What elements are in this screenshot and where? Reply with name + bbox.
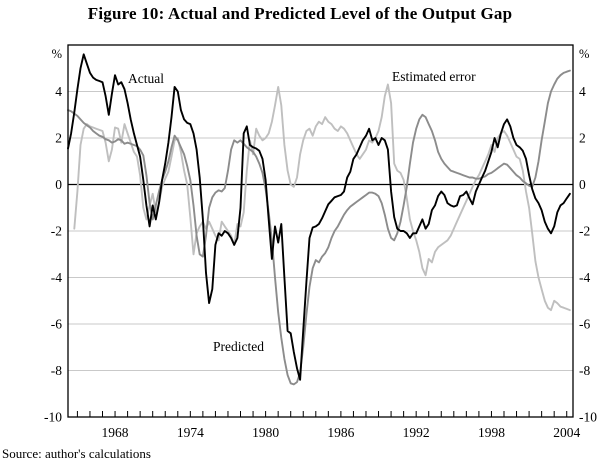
x-tick-label: 1968 xyxy=(102,425,129,440)
figure-title: Figure 10: Actual and Predicted Level of… xyxy=(87,4,513,23)
y-tick-label-left: 0 xyxy=(55,177,62,192)
source-note: Source: author's calculations xyxy=(2,446,151,461)
series-label-actual: Actual xyxy=(128,71,164,86)
unit-label-left: % xyxy=(52,47,62,61)
series-line-predicted xyxy=(67,69,571,386)
x-tick-label: 1986 xyxy=(327,425,354,440)
series-label-estimated_error: Estimated error xyxy=(392,69,476,84)
y-tick-label-left: -8 xyxy=(51,363,62,378)
unit-label-right: % xyxy=(579,47,589,61)
y-tick-label-right: -6 xyxy=(579,317,590,332)
y-tick-label-right: -2 xyxy=(579,224,590,239)
x-tick-label: 1974 xyxy=(177,425,204,440)
y-tick-label-left: 2 xyxy=(55,131,62,146)
y-tick-label-right: -10 xyxy=(579,410,597,425)
x-tick-label: 1992 xyxy=(403,425,430,440)
plot-frame xyxy=(67,44,574,418)
y-tick-label-right: -8 xyxy=(579,363,590,378)
y-tick-label-right: -4 xyxy=(579,270,590,285)
y-tick-label-right: 4 xyxy=(579,84,586,99)
y-tick-label-left: -6 xyxy=(51,317,62,332)
y-tick-label-right: 2 xyxy=(579,131,586,146)
y-tick-label-left: -4 xyxy=(51,270,62,285)
y-tick-label-right: 0 xyxy=(579,177,586,192)
series-line-actual xyxy=(67,53,571,381)
output-gap-chart: 1968 1974 1980 1986 1992 1998 2004 4 4 2 2 0 0 -2 -2 -4… xyxy=(44,44,597,440)
series-label-predicted: Predicted xyxy=(213,339,264,354)
x-tick-label: 1980 xyxy=(252,425,279,440)
x-tick-label: 1998 xyxy=(478,425,505,440)
x-tick-label: 2004 xyxy=(553,425,580,440)
y-tick-label-left: -10 xyxy=(44,410,62,425)
y-tick-label-left: 4 xyxy=(55,84,62,99)
y-tick-label-left: -2 xyxy=(51,224,62,239)
